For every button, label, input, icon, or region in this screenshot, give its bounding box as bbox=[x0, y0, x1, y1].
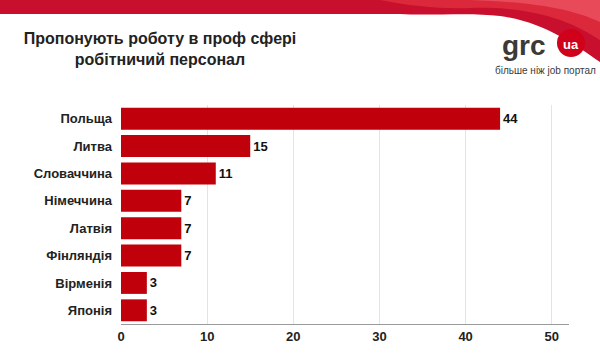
svg-text:0: 0 bbox=[117, 329, 124, 344]
svg-text:Вірменія: Вірменія bbox=[55, 275, 112, 290]
svg-text:3: 3 bbox=[150, 275, 157, 290]
svg-text:Пропонують роботу в проф сфері: Пропонують роботу в проф сферіробітничий… bbox=[24, 30, 297, 68]
svg-text:Латвія: Латвія bbox=[70, 221, 112, 236]
svg-text:44: 44 bbox=[503, 111, 518, 126]
svg-text:11: 11 bbox=[219, 166, 233, 181]
svg-text:Японія: Японія bbox=[68, 303, 112, 318]
svg-text:50: 50 bbox=[545, 329, 559, 344]
svg-text:3: 3 bbox=[150, 303, 157, 318]
svg-text:ua: ua bbox=[563, 37, 579, 52]
svg-text:Німеччина: Німеччина bbox=[44, 193, 112, 208]
svg-text:10: 10 bbox=[200, 329, 214, 344]
svg-text:Фінляндія: Фінляндія bbox=[46, 248, 112, 263]
svg-text:7: 7 bbox=[184, 193, 191, 208]
svg-text:Польща: Польща bbox=[60, 111, 112, 126]
svg-text:40: 40 bbox=[458, 329, 472, 344]
svg-text:30: 30 bbox=[372, 329, 386, 344]
svg-text:15: 15 bbox=[253, 139, 267, 154]
svg-text:Словаччина: Словаччина bbox=[34, 166, 113, 181]
svg-text:7: 7 bbox=[184, 248, 191, 263]
svg-text:7: 7 bbox=[184, 221, 191, 236]
svg-text:20: 20 bbox=[286, 329, 300, 344]
svg-text:grc: grc bbox=[502, 30, 546, 61]
svg-text:більше ніж job портал: більше ніж job портал bbox=[495, 65, 596, 76]
svg-text:Литва: Литва bbox=[73, 139, 112, 154]
